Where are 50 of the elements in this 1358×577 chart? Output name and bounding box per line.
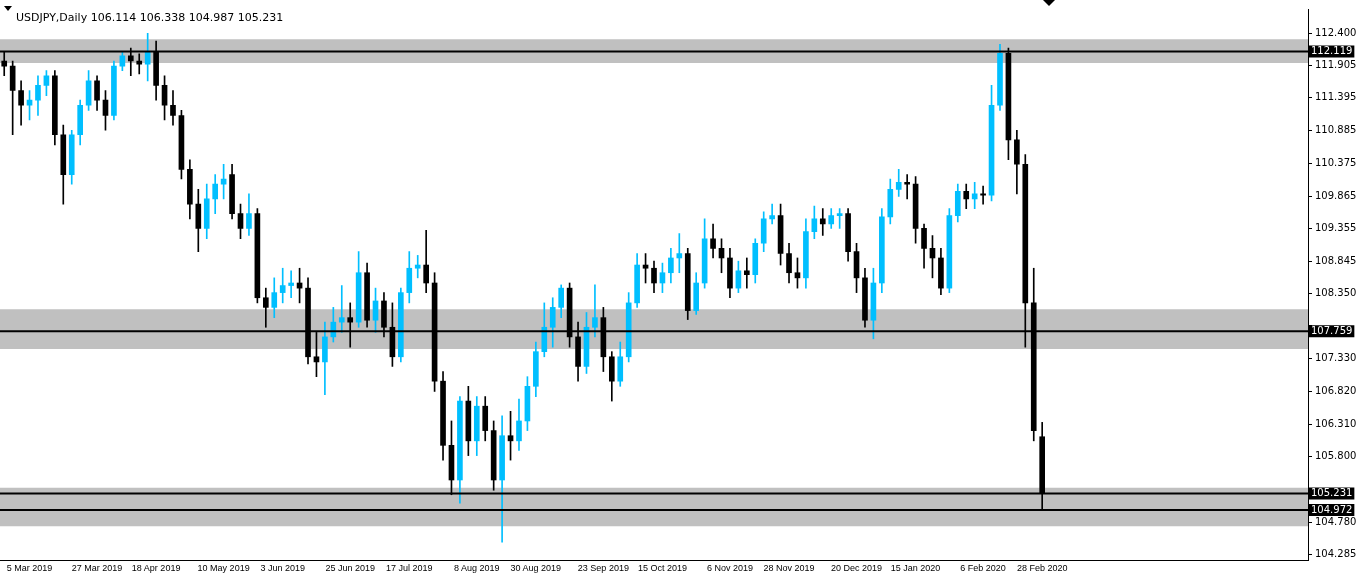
x-tick-label: 18 Apr 2019 xyxy=(131,563,181,574)
candlestick xyxy=(414,255,421,279)
x-tick-label: 10 May 2019 xyxy=(197,563,250,574)
candlestick xyxy=(338,285,345,333)
y-tick-label: 109.865 xyxy=(1315,189,1357,201)
x-tick-label: 17 Jul 2019 xyxy=(386,563,433,574)
candlestick xyxy=(980,185,986,205)
x-tick-label: 30 Aug 2019 xyxy=(510,563,562,574)
x-tick-label: 25 Jun 2019 xyxy=(325,563,375,574)
ref-line-label: 104.972 xyxy=(1311,503,1353,515)
y-tick-label: 106.310 xyxy=(1315,417,1357,429)
y-tick-label: 110.375 xyxy=(1315,156,1357,168)
ref-line-label: 107.759 xyxy=(1311,324,1353,336)
x-tick-label: 28 Feb 2020 xyxy=(1016,563,1068,574)
candlestick xyxy=(676,233,683,274)
y-tick-label: 111.395 xyxy=(1315,91,1357,103)
y-tick-label: 108.845 xyxy=(1315,255,1357,267)
x-tick-label: 15 Jan 2020 xyxy=(890,563,941,574)
y-tick-label: 106.820 xyxy=(1315,385,1357,397)
y-tick-label: 111.905 xyxy=(1315,58,1357,70)
x-tick-label: 23 Sep 2019 xyxy=(577,563,629,574)
x-tick-label: 3 Jun 2019 xyxy=(260,563,305,574)
x-tick-label: 15 Oct 2019 xyxy=(637,563,687,574)
candlestick xyxy=(279,267,286,304)
x-tick-label: 28 Nov 2019 xyxy=(763,563,815,574)
candlestick xyxy=(744,257,750,289)
candlestick xyxy=(288,270,294,299)
candlestick xyxy=(819,208,826,236)
y-tick-label: 110.885 xyxy=(1315,124,1357,136)
x-tick-label: 6 Nov 2019 xyxy=(706,563,753,574)
x-tick-label: 20 Dec 2019 xyxy=(831,563,883,574)
candlestick xyxy=(904,174,910,200)
candlestick xyxy=(136,53,143,75)
candlestick xyxy=(971,181,978,209)
y-tick-label: 112.400 xyxy=(1315,26,1357,38)
y-tick-label: 109.355 xyxy=(1315,222,1357,234)
y-tick-label: 104.780 xyxy=(1315,515,1357,527)
x-tick-label: 5 Mar 2019 xyxy=(6,563,53,574)
x-tick-label: 8 Aug 2019 xyxy=(454,563,500,574)
x-tick-label: 27 Mar 2019 xyxy=(71,563,123,574)
y-tick-label: 105.800 xyxy=(1315,450,1357,462)
chart-title: USDJPY,Daily 106.114 106.338 104.987 105.231 xyxy=(16,10,284,24)
ref-line-label: 105.231 xyxy=(1311,487,1353,498)
candlestick xyxy=(592,284,598,338)
y-tick-label: 108.350 xyxy=(1315,286,1357,298)
candlestick xyxy=(769,203,775,225)
y-tick-label: 107.330 xyxy=(1315,352,1357,364)
y-tick-label: 104.285 xyxy=(1315,547,1357,559)
x-tick-label: 6 Feb 2020 xyxy=(960,563,1006,574)
ref-line-label: 112.119 xyxy=(1311,45,1353,57)
